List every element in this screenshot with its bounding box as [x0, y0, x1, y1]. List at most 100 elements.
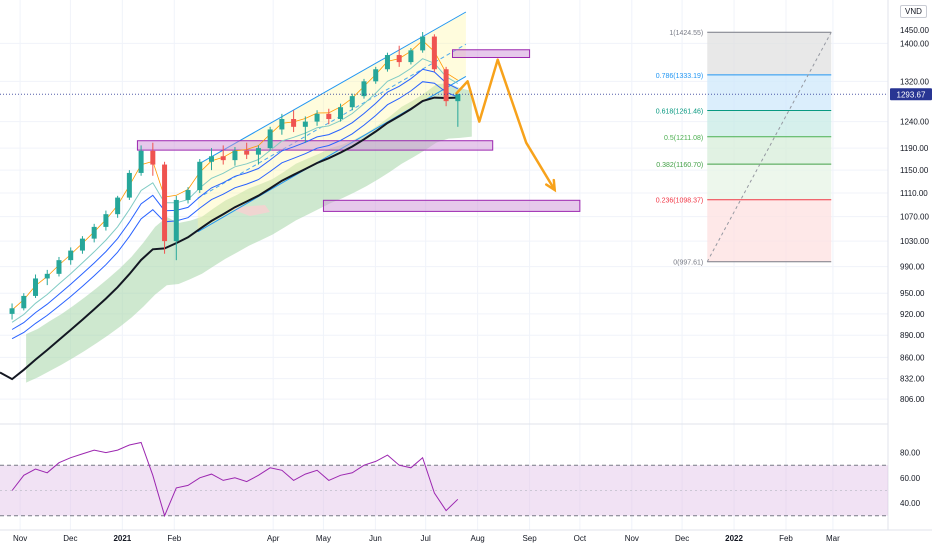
- cloud-area: [26, 83, 472, 383]
- currency-badge[interactable]: VND: [900, 5, 927, 18]
- candle-body: [326, 113, 332, 120]
- fib-band: [707, 110, 832, 137]
- time-tick-label: Jul: [421, 534, 431, 543]
- time-tick-label: Nov: [625, 534, 639, 543]
- candle-body: [455, 94, 461, 102]
- candle-body: [291, 119, 297, 127]
- time-tick-label: Feb: [779, 534, 793, 543]
- candle-body: [255, 148, 261, 155]
- candle-body: [208, 156, 214, 162]
- time-tick-label: 2022: [725, 534, 743, 543]
- fib-band: [707, 199, 832, 262]
- price-tick-label: 1150.00: [900, 166, 929, 175]
- support-resistance-zones[interactable]: [136, 49, 581, 212]
- price-tick-label: 1110.00: [900, 189, 928, 198]
- fib-band: [707, 32, 832, 75]
- candle-body: [279, 119, 285, 130]
- candle-body: [56, 260, 62, 274]
- price-axis[interactable]: 1400.00 1320.00 1240.00 1190.00 1150.00 1110.…: [890, 26, 932, 404]
- candle-body: [91, 226, 97, 239]
- candle-body: [68, 250, 74, 261]
- candlestick-series: [9, 32, 461, 320]
- rsi-tick-label: 80.00: [900, 449, 921, 458]
- time-axis[interactable]: Nov Dec 2021 Feb Apr May Jun Jul Aug Sep Oct Nov Dec…: [13, 534, 840, 543]
- ema-outer-line: [11, 81, 458, 340]
- candle-body: [173, 199, 179, 242]
- fib-level-label: 1(1424.55): [669, 30, 703, 37]
- candle-body: [314, 113, 320, 122]
- sma-long-line: [0, 96, 458, 381]
- price-tick-label: 1190.00: [900, 144, 929, 153]
- time-tick-label: Oct: [574, 534, 587, 543]
- time-tick-label: Jun: [369, 534, 382, 543]
- fib-level-label: 0(997.61): [673, 260, 703, 267]
- channel-fill: [197, 12, 466, 232]
- rsi-tick-label: 40.00: [900, 499, 921, 508]
- price-zone[interactable]: [451, 49, 531, 59]
- time-tick-label: 2021: [113, 534, 131, 543]
- price-tick-label: 1030.00: [900, 237, 929, 246]
- candle-body: [361, 81, 367, 97]
- candle-body: [33, 278, 39, 296]
- time-tick-label: Feb: [167, 534, 181, 543]
- fib-level-label: 0.382(1160.70): [656, 162, 703, 169]
- price-zone[interactable]: [322, 199, 581, 212]
- candle-body: [220, 156, 226, 161]
- grid: [0, 0, 932, 531]
- time-tick-label: May: [316, 534, 331, 543]
- fib-band: [707, 74, 832, 111]
- candle-body: [267, 129, 273, 149]
- channel-median-line[interactable]: [197, 43, 467, 199]
- ema-inner-line: [11, 58, 459, 323]
- time-tick-label: Apr: [267, 534, 280, 543]
- price-tick-label: 920.00: [900, 310, 925, 319]
- price-tick-label: 890.00: [900, 331, 925, 340]
- time-tick-label: Mar: [826, 534, 840, 543]
- fib-band: [707, 136, 832, 165]
- candle-body: [338, 107, 344, 120]
- candle-body: [408, 50, 414, 63]
- candle-body: [44, 273, 50, 279]
- candle-body: [443, 69, 449, 102]
- time-tick-label: Aug: [471, 534, 485, 543]
- price-tick-label: 990.00: [900, 263, 925, 272]
- candle-body: [79, 238, 85, 251]
- projection-line[interactable]: [454, 58, 556, 191]
- candle-body: [21, 295, 27, 309]
- price-tick-label: 806.00: [900, 395, 925, 404]
- candle-body: [150, 150, 156, 165]
- price-tick-label: 832.00: [900, 375, 925, 384]
- fib-level-label: 0.786(1333.19): [656, 73, 703, 80]
- time-tick-label: Dec: [675, 534, 689, 543]
- ema-mid-line: [11, 68, 459, 330]
- price-tick-label: 1070.00: [900, 213, 929, 222]
- fib-band: [707, 164, 832, 200]
- candle-body: [302, 121, 308, 127]
- candle-body: [431, 36, 437, 70]
- time-tick-label: Nov: [13, 534, 27, 543]
- rsi-line: [11, 441, 459, 518]
- projection-arrowhead[interactable]: [545, 178, 557, 193]
- fib-level-label: 0.5(1211.08): [664, 135, 703, 142]
- last-price-badge[interactable]: [890, 88, 932, 101]
- projection-path[interactable]: [454, 58, 557, 193]
- moving-average-ribbon: [0, 40, 459, 381]
- fib-trend-line[interactable]: [706, 31, 832, 262]
- price-tick-label: 1240.00: [900, 118, 929, 127]
- time-tick-label: Dec: [63, 534, 77, 543]
- candle-body: [162, 164, 168, 242]
- price-tick-label: 860.00: [900, 353, 925, 362]
- price-tick-label: 1320.00: [900, 77, 929, 86]
- price-zone[interactable]: [136, 140, 494, 151]
- candle-body: [126, 172, 132, 198]
- candle-body: [349, 96, 355, 108]
- fib-level-label: 0.236(1098.37): [656, 198, 703, 205]
- price-tick-label-partial: 1450.00: [900, 26, 929, 35]
- time-tick-label: Sep: [522, 534, 537, 543]
- rsi-axis[interactable]: 80.00 60.00 40.00: [900, 449, 921, 508]
- fibonacci-retracement[interactable]: 1(1424.55) 0.786(1333.19) 0.618(1261.46) 0.…: [656, 30, 832, 267]
- price-tick-label: 950.00: [900, 289, 925, 298]
- rsi-pane: [0, 441, 888, 518]
- candle-body: [373, 69, 379, 82]
